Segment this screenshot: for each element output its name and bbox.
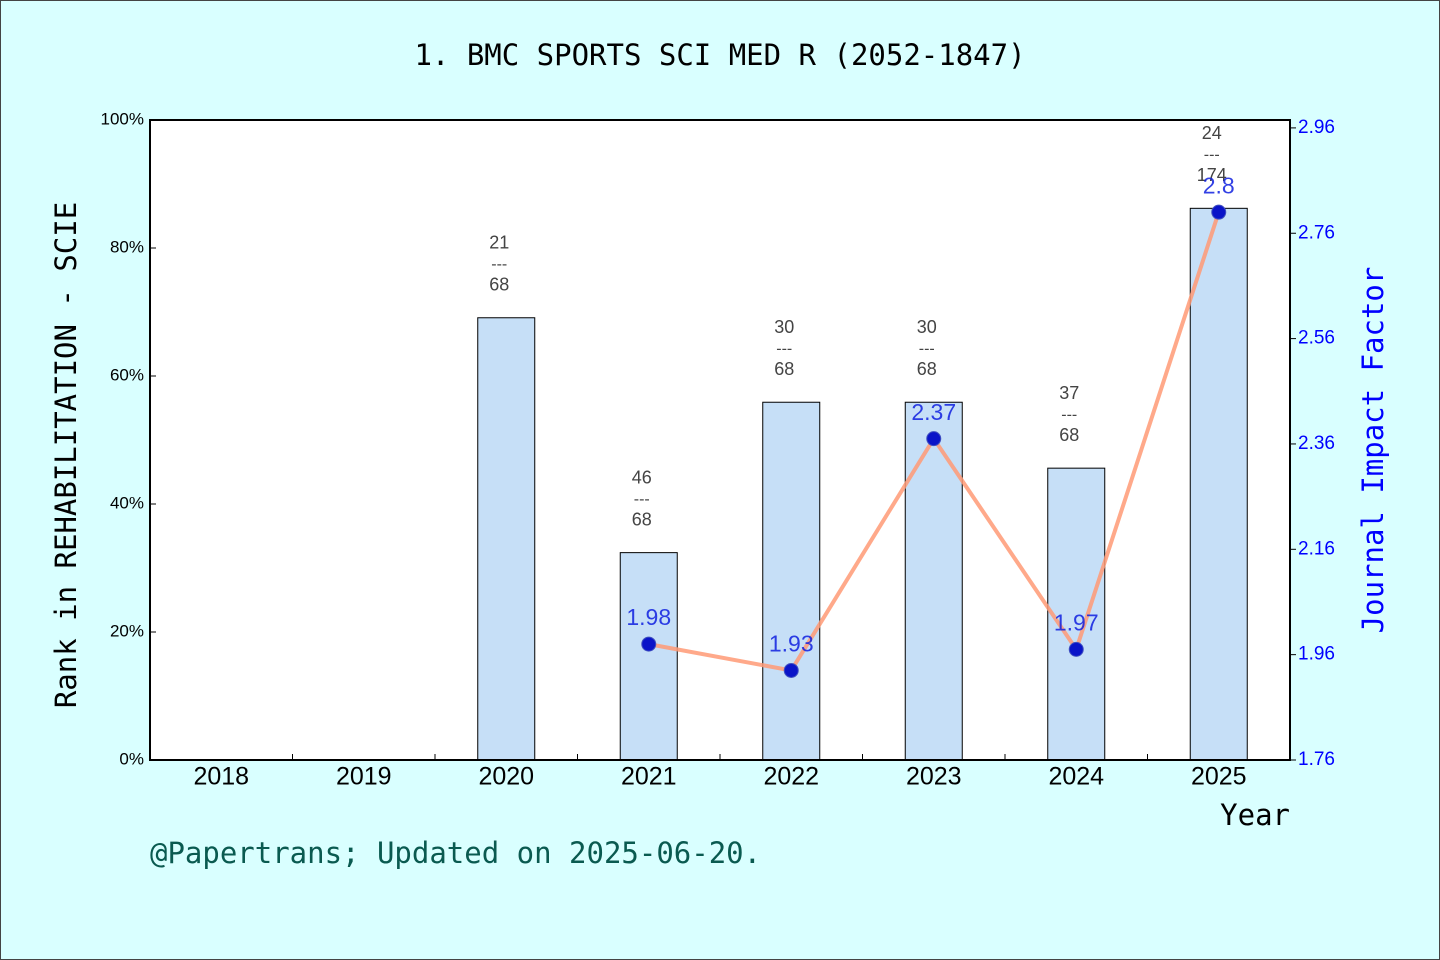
marker (1068, 641, 1084, 657)
value-label: 1.98 (626, 604, 671, 630)
x-tick-label: 2025 (1191, 763, 1247, 791)
rank-value: 46 (632, 467, 652, 487)
rank-value: 37 (1059, 383, 1079, 403)
y-tick-label: 20% (110, 621, 144, 640)
y2-tick-label: 2.96 (1298, 117, 1335, 138)
rank-total: 68 (774, 359, 794, 379)
chart-title: 1. BMC SPORTS SCI MED R (2052-1847) (414, 38, 1025, 72)
x-tick-label: 2024 (1048, 763, 1104, 791)
rank-separator: --- (1204, 147, 1220, 164)
bar (1189, 207, 1248, 761)
footer: @Papertrans; Updated on 2025-06-20. (150, 836, 761, 870)
x-tick-label: 2019 (336, 763, 392, 791)
y-tick-label: 80% (110, 237, 144, 256)
rank-value: 30 (774, 317, 794, 337)
rank-value: 21 (489, 233, 509, 253)
y2-tick-label: 2.56 (1298, 328, 1335, 349)
value-label: 1.97 (1054, 609, 1099, 635)
marker (926, 431, 942, 447)
rank-value: 30 (917, 317, 937, 337)
bar (904, 401, 963, 761)
marker (783, 662, 799, 678)
y2-tick-label: 2.36 (1298, 433, 1335, 454)
bar (619, 552, 678, 761)
y-tick-label: 0% (119, 749, 144, 768)
rank-value: 24 (1202, 123, 1222, 143)
y2-tick-label: 2.16 (1298, 538, 1335, 559)
value-label: 2.37 (911, 399, 956, 425)
plot-frame (149, 119, 1291, 761)
rank-separator: --- (1061, 406, 1077, 423)
y-tick-label: 40% (110, 493, 144, 512)
y-axis-label: Rank in REHABILITATION - SCIE (49, 202, 83, 708)
y-tick-label: 60% (110, 365, 144, 384)
marker (1211, 204, 1227, 220)
rank-total: 68 (632, 509, 652, 529)
x-axis-label: Year (1220, 798, 1290, 832)
y2-axis-label: Journal Impact Factor (1356, 267, 1390, 634)
plot-area (150, 120, 1290, 760)
rank-total: 174 (1197, 165, 1227, 185)
rank-total: 68 (917, 359, 937, 379)
value-label: 1.93 (769, 631, 814, 657)
value-label: 2.8 (1203, 172, 1235, 198)
bar (477, 317, 536, 761)
rank-total: 68 (1059, 425, 1079, 445)
rank-separator: --- (776, 340, 792, 357)
rank-separator: --- (919, 340, 935, 357)
rank-separator: --- (634, 491, 650, 508)
x-tick-label: 2021 (621, 763, 677, 791)
y2-tick-label: 1.76 (1298, 749, 1335, 770)
y2-tick-label: 1.96 (1298, 644, 1335, 665)
x-tick-label: 2022 (763, 763, 819, 791)
y-tick-label: 100% (101, 109, 144, 128)
bar (762, 401, 821, 761)
rank-total: 68 (489, 275, 509, 295)
marker (641, 636, 657, 652)
x-tick-label: 2023 (906, 763, 962, 791)
y2-tick-label: 2.76 (1298, 222, 1335, 243)
x-tick-label: 2018 (193, 763, 249, 791)
rank-separator: --- (491, 256, 507, 273)
x-tick-label: 2020 (478, 763, 534, 791)
bar (1047, 467, 1106, 761)
